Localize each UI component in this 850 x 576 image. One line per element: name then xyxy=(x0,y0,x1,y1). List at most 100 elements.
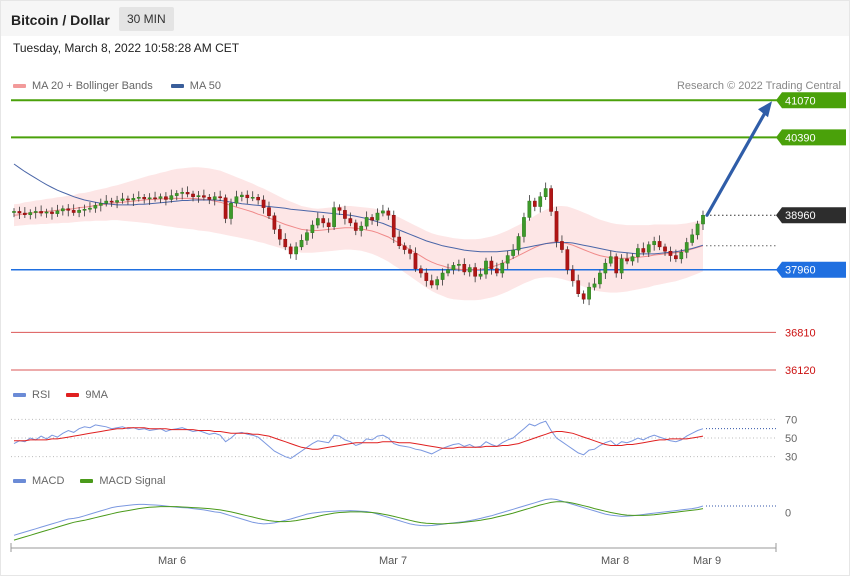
candle-body-up xyxy=(484,260,488,275)
candle xyxy=(136,191,141,202)
candle xyxy=(71,204,76,216)
candle xyxy=(560,235,564,253)
candle xyxy=(608,250,613,267)
candle-body-up xyxy=(169,195,174,200)
candle-body-down xyxy=(283,238,288,248)
candle-body-down xyxy=(126,198,130,201)
candle-body-down xyxy=(218,196,223,199)
candle-body-up xyxy=(679,252,684,260)
candle-body-down xyxy=(353,222,358,231)
candle xyxy=(505,250,510,270)
macd-signal-line xyxy=(13,501,704,541)
candle xyxy=(478,268,483,280)
candle-body-up xyxy=(527,200,532,218)
candle-body-down xyxy=(17,211,22,214)
candle xyxy=(315,212,320,229)
candle xyxy=(250,191,255,202)
candle xyxy=(17,206,22,220)
candle xyxy=(131,193,136,206)
candle-body-up xyxy=(131,198,136,201)
candle xyxy=(147,193,152,205)
candle xyxy=(375,208,380,227)
candle-body-down xyxy=(245,194,250,199)
candle xyxy=(126,195,130,205)
candle xyxy=(652,236,657,251)
candle-body-up xyxy=(511,249,515,256)
candle xyxy=(28,209,33,220)
candle-body-up xyxy=(98,203,103,206)
candle xyxy=(207,193,212,205)
rsi-ma9-line xyxy=(14,427,704,450)
candle-body-up xyxy=(500,262,505,274)
macd-signal-legend-label: MACD Signal xyxy=(99,475,166,487)
candle xyxy=(142,193,147,204)
level-tag-40390 xyxy=(776,129,846,146)
candle-body-up xyxy=(538,196,543,207)
candle-body-up xyxy=(446,269,450,274)
candle-body-down xyxy=(223,197,228,219)
candle-body-down xyxy=(202,195,206,198)
level-label-40390: 40390 xyxy=(785,132,816,144)
candle xyxy=(462,258,467,276)
candle-body-down xyxy=(581,293,586,300)
candle xyxy=(98,198,103,212)
candle-body-down xyxy=(39,211,43,214)
candle xyxy=(636,243,640,263)
candle xyxy=(457,259,461,272)
candle-body-up xyxy=(457,264,461,266)
candle xyxy=(353,219,358,236)
candle-body-down xyxy=(402,245,407,250)
candle-body-up xyxy=(294,246,298,255)
candle xyxy=(386,207,391,220)
candle xyxy=(223,194,228,224)
candle-body-down xyxy=(343,210,347,219)
candle-body-down xyxy=(663,246,667,252)
candle xyxy=(120,192,125,204)
candle xyxy=(60,205,65,216)
candle xyxy=(413,247,418,272)
candle-body-up xyxy=(88,207,92,210)
candle xyxy=(429,274,434,289)
candle xyxy=(646,241,651,257)
current-price-label: 38960 xyxy=(785,210,816,222)
timeframe-badge[interactable]: 30 MIN xyxy=(119,7,174,31)
candle-body-up xyxy=(28,212,33,215)
candle-body-down xyxy=(326,222,331,227)
candle-body-up xyxy=(375,212,380,221)
candle xyxy=(283,233,288,251)
ma20-legend-swatch xyxy=(13,84,26,88)
candle-body-down xyxy=(256,197,260,201)
candle-body-up xyxy=(315,218,320,226)
candle xyxy=(326,218,331,233)
candle xyxy=(489,256,494,275)
candle xyxy=(576,274,581,297)
candle-body-up xyxy=(115,200,119,203)
ma20-legend-label: MA 20 + Bollinger Bands xyxy=(32,80,153,92)
level-label-41070: 41070 xyxy=(785,95,816,107)
candle-body-down xyxy=(185,192,190,195)
candle-body-up xyxy=(136,197,141,199)
macd-legend-swatch xyxy=(13,479,26,483)
candle-body-up xyxy=(212,196,217,200)
candle xyxy=(419,265,423,278)
candle xyxy=(381,204,385,217)
candle-body-down xyxy=(337,207,342,211)
level-label-36810: 36810 xyxy=(785,327,816,339)
candle-body-down xyxy=(164,196,168,200)
candle xyxy=(82,204,87,217)
candle xyxy=(451,262,456,275)
candle xyxy=(668,246,673,262)
candle xyxy=(212,192,217,206)
analysis-datetime: Tuesday, March 8, 2022 10:58:28 AM CET xyxy=(13,41,240,55)
candle-body-down xyxy=(570,269,575,281)
candle xyxy=(587,282,591,306)
candle xyxy=(684,237,689,259)
current-price-tag xyxy=(776,207,846,224)
macd-legend-label: MACD xyxy=(32,475,65,487)
candle xyxy=(310,220,315,239)
candle xyxy=(169,189,174,203)
forecast-arrow-head xyxy=(758,101,772,118)
candle xyxy=(695,220,700,240)
candle-body-down xyxy=(641,248,646,253)
candle-body-up xyxy=(467,267,472,273)
